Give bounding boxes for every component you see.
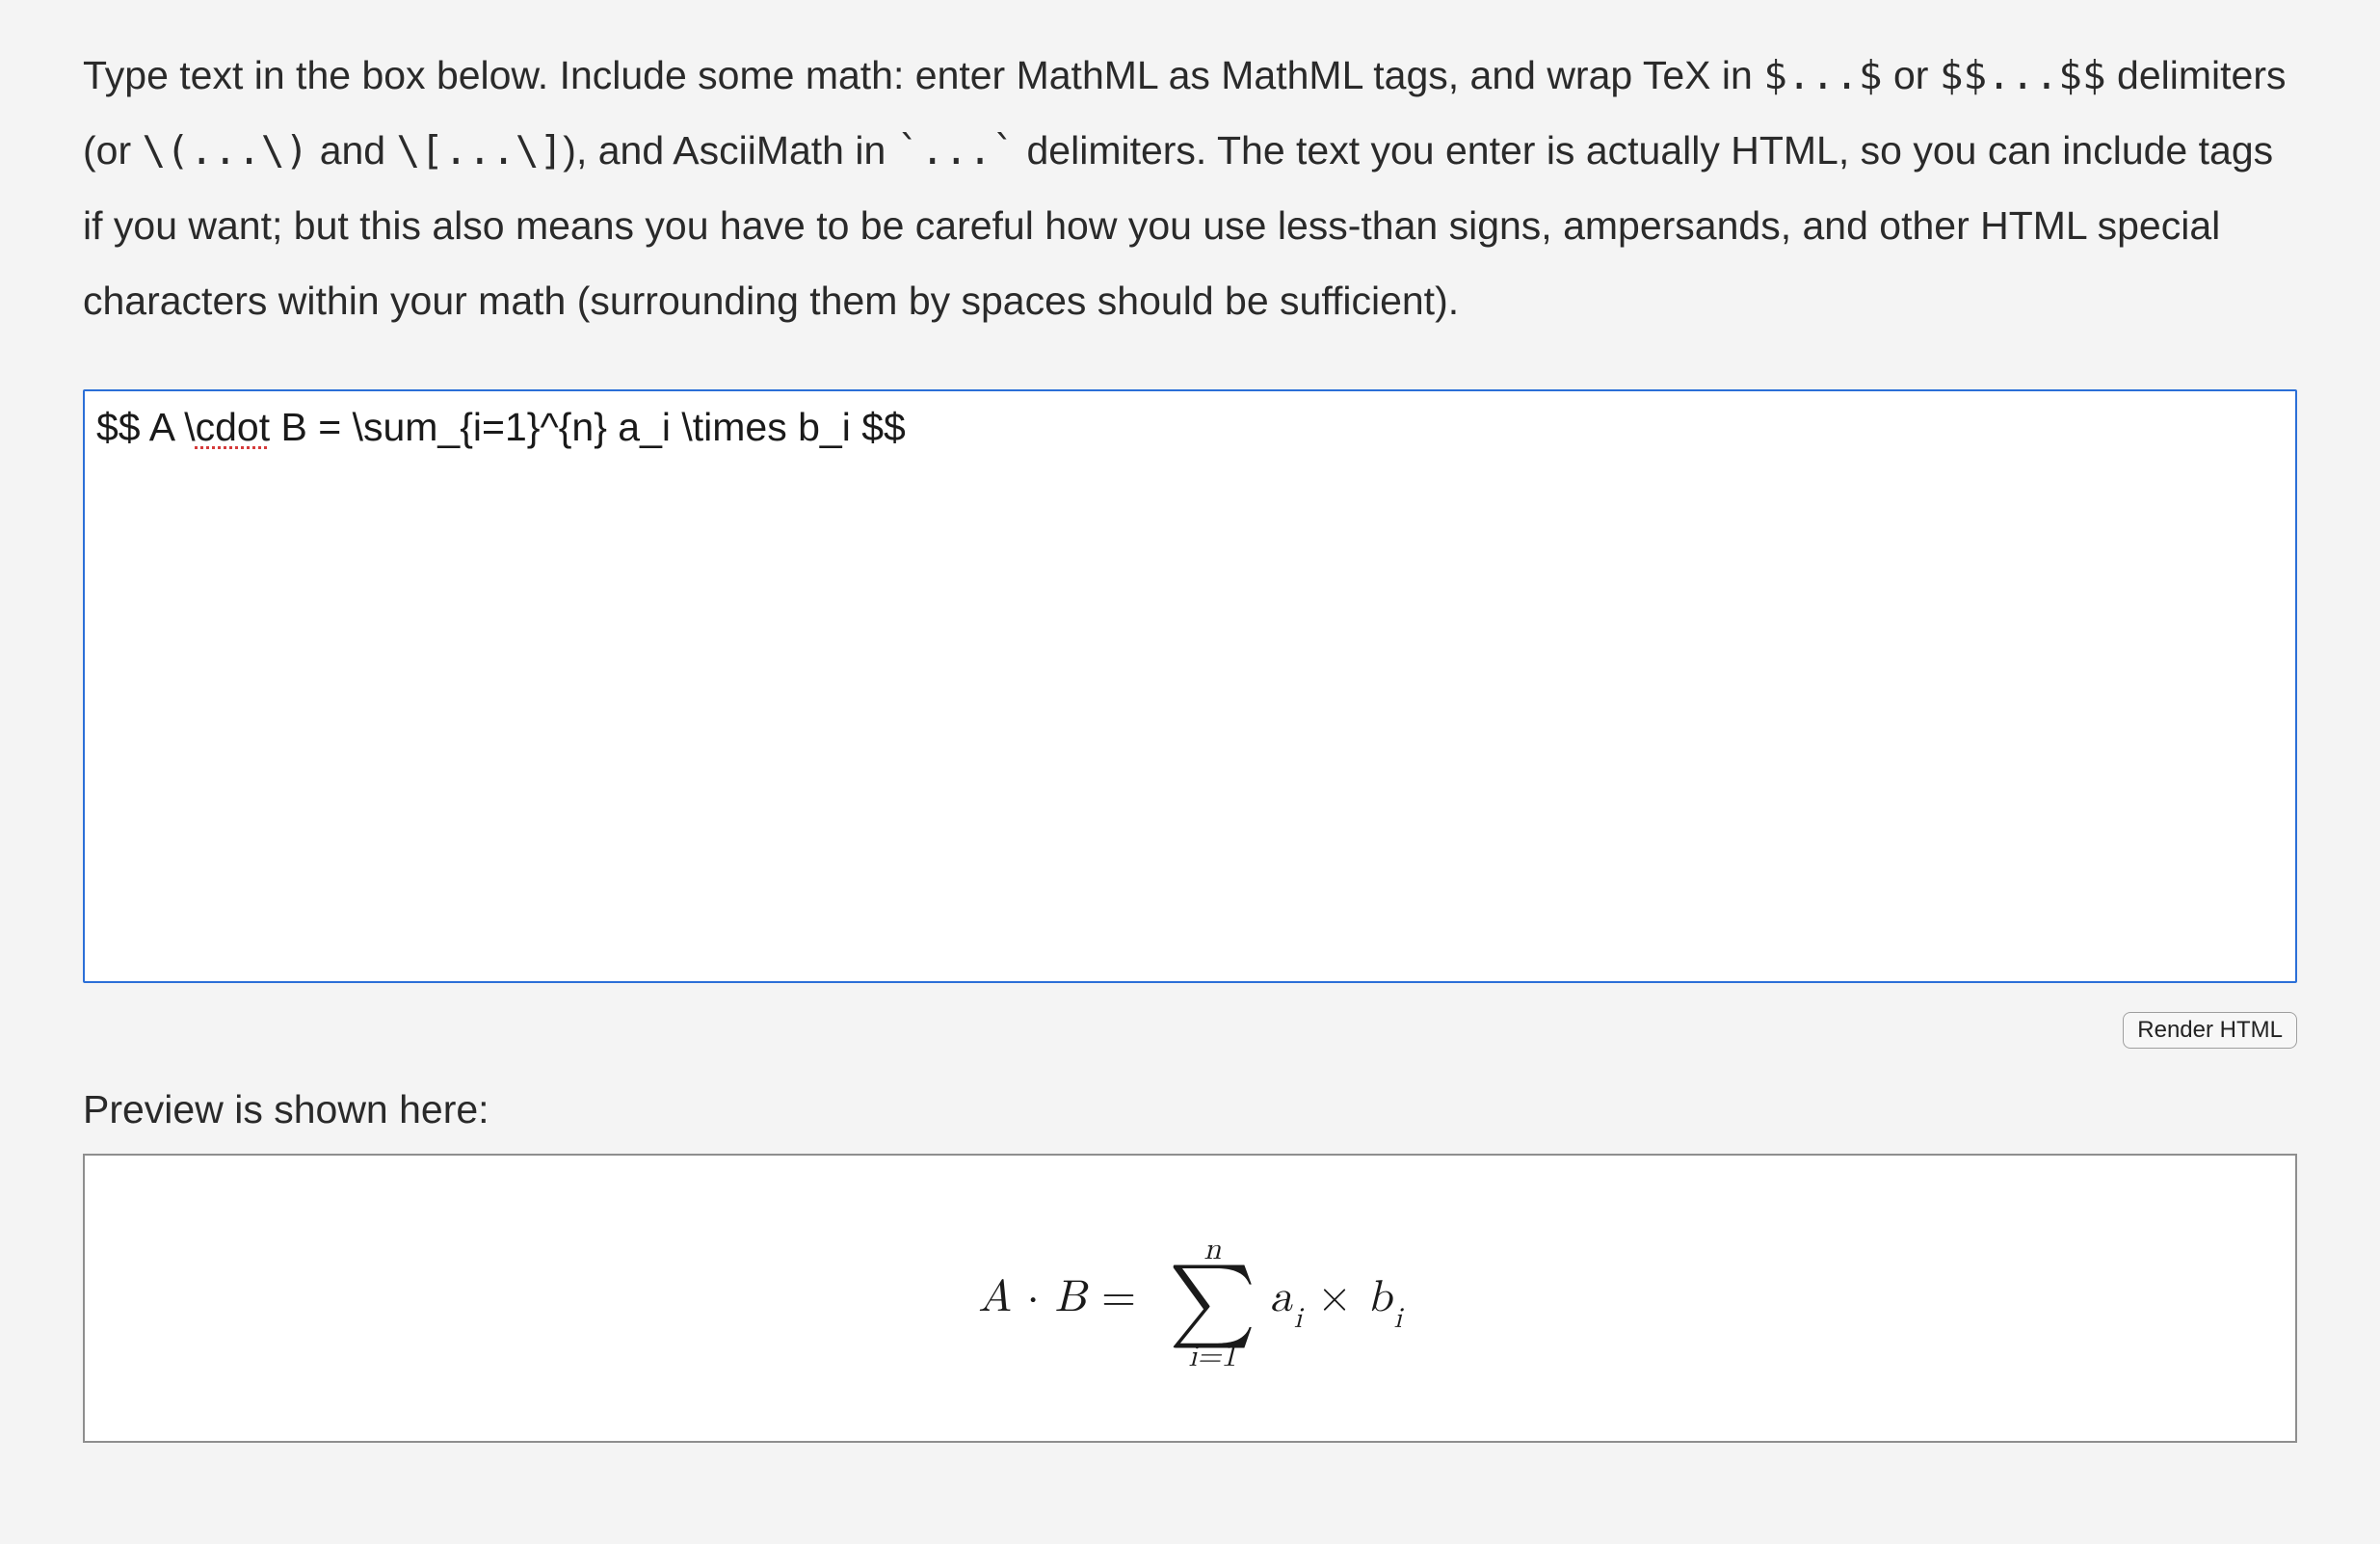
instr-seg1: Type text in the box below. Include some…	[83, 53, 1763, 97]
instr-seg4: and	[308, 128, 396, 173]
math-sum-sigma: ∑	[1169, 1267, 1256, 1338]
math-b: b	[1367, 1271, 1392, 1324]
instr-tex-bracket: \[...\]	[397, 127, 564, 173]
math-sum-block: n ∑ i=1	[1169, 1235, 1256, 1372]
button-row: Render HTML	[83, 1012, 2297, 1049]
math-a: a	[1270, 1271, 1292, 1324]
instr-tex-display: $$...$$	[1940, 52, 2106, 98]
instructions-text: Type text in the box below. Include some…	[83, 39, 2297, 339]
math-b-sub: i	[1393, 1301, 1401, 1336]
math-input[interactable]: $$ A \cdot B = \sum_{i=1}^{n} a_i \times…	[83, 389, 2297, 983]
instr-seg5: ), and AsciiMath in	[563, 128, 896, 173]
math-times: ×	[1317, 1271, 1352, 1324]
math-term-b: b i	[1367, 1271, 1402, 1324]
render-html-button[interactable]: Render HTML	[2123, 1012, 2297, 1049]
instr-tex-inline: $...$	[1763, 52, 1882, 98]
instr-ascii-delim: `...`	[897, 127, 1016, 173]
input-text-p3: B = \sum_{i=1}^{n} a_i \times b_i $$	[270, 405, 906, 449]
math-cdot: ·	[1027, 1271, 1040, 1324]
math-lhs-a: A	[978, 1271, 1012, 1324]
preview-output: A · B = n ∑ i=1 a i × b i	[83, 1154, 2297, 1443]
math-a-sub: i	[1294, 1301, 1302, 1336]
preview-label: Preview is shown here:	[83, 1087, 2297, 1132]
math-equals: =	[1101, 1271, 1136, 1324]
math-term-a: a i	[1270, 1271, 1302, 1324]
instr-seg2: or	[1883, 53, 1940, 97]
math-sum-lower: i=1	[1188, 1342, 1236, 1372]
instr-tex-paren: \(...\)	[143, 127, 309, 173]
input-text-p2-spellcheck: cdot	[196, 405, 271, 449]
input-text-p1: $$ A \	[96, 405, 196, 449]
math-lhs-b: B	[1055, 1271, 1087, 1324]
rendered-math-equation: A · B = n ∑ i=1 a i × b i	[978, 1229, 1402, 1367]
